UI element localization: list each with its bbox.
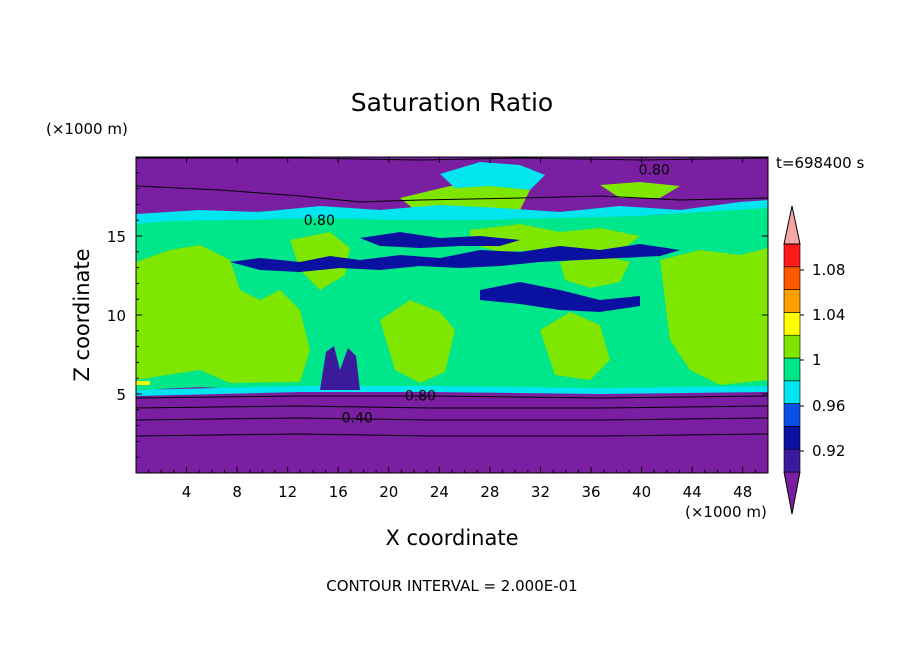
supersaturated-patch-5 [540,312,610,380]
dry-streak-1 [230,244,680,272]
x-tick-label: 20 [379,483,398,501]
x-tick-label: 28 [480,483,499,501]
contour-value-label: 0.80 [639,163,670,179]
supersaturated-patch-4 [470,224,640,258]
y-axis-label: Z coordinate [70,248,94,382]
x-tick-label: 24 [430,483,449,501]
colorbar-swatch [783,403,801,427]
cloud-base-band [136,386,768,396]
x-axis-unit: (×1000 m) [685,503,767,521]
colorbar-swatch [783,380,801,404]
contour-interval-note: CONTOUR INTERVAL = 2.000E-01 [326,577,578,595]
upper-cloud-patch [440,162,545,190]
cloud-top-band [136,200,768,224]
contour-line-3 [136,395,768,399]
x-tick-label: 4 [182,483,192,501]
contour-value-label: 0.80 [405,389,436,405]
supersaturated-patch-1 [136,245,310,383]
dry-streak-2 [480,282,640,312]
x-tick-label: 12 [278,483,297,501]
contour-labels: 0.80 0.80 0.80 0.40 [304,163,670,427]
contour-line-5 [136,417,768,421]
colorbar-swatch [783,289,801,313]
colorbar-swatch [783,266,801,290]
time-label: t=698400 s [776,154,865,172]
colorbar: 1.08 1.04 1 0.96 0.92 [783,205,845,515]
colorbar-label: 1 [812,351,822,369]
x-axis-ticks: 4 8 12 16 20 24 28 32 36 40 44 48 [148,157,769,501]
contour-line-2 [136,185,768,203]
x-tick-label: 32 [531,483,550,501]
y-axis-ticks: 5 10 15 [107,172,768,458]
supersaturated-patch-9 [600,182,680,198]
contour-value-label: 0.80 [304,213,335,229]
x-axis-label: X coordinate [385,526,519,550]
contour-value-label: 0.40 [342,411,373,427]
contour-line-6 [136,433,768,437]
supersaturated-patch-6 [660,248,768,385]
dry-plume [320,346,360,390]
y-tick-label: 15 [107,228,126,246]
x-tick-label: 48 [733,483,752,501]
dry-streak-3 [360,232,520,248]
x-tick-label: 8 [232,483,242,501]
colorbar-lower-arrow [783,471,801,515]
supersaturated-patch-3 [380,300,455,383]
colorbar-swatch [783,426,801,450]
colorbar-swatch [783,243,801,268]
colorbar-label: 1.08 [812,261,845,279]
x-tick-label: 40 [632,483,651,501]
colorbar-upper-arrow [783,205,801,245]
x-tick-label: 44 [683,483,702,501]
colorbar-swatch [783,357,801,382]
y-tick-label: 10 [107,307,126,325]
contour-line-1 [136,157,768,161]
contour-plot-area [136,157,768,473]
supersaturated-patch-7 [560,255,630,288]
high-saturation-spot [136,381,150,385]
colorbar-swatch [783,448,801,473]
y-axis-unit: (×1000 m) [46,120,128,138]
y-tick-label: 5 [116,386,126,404]
colorbar-label: 0.92 [812,442,845,460]
colorbar-swatch [783,312,801,336]
colorbar-label: 0.96 [812,397,845,415]
chart-title: Saturation Ratio [350,88,554,117]
contour-line-4 [136,405,768,409]
colorbar-label: 1.04 [812,306,845,324]
x-tick-label: 36 [581,483,600,501]
colorbar-swatch [783,334,801,359]
x-tick-label: 16 [329,483,348,501]
